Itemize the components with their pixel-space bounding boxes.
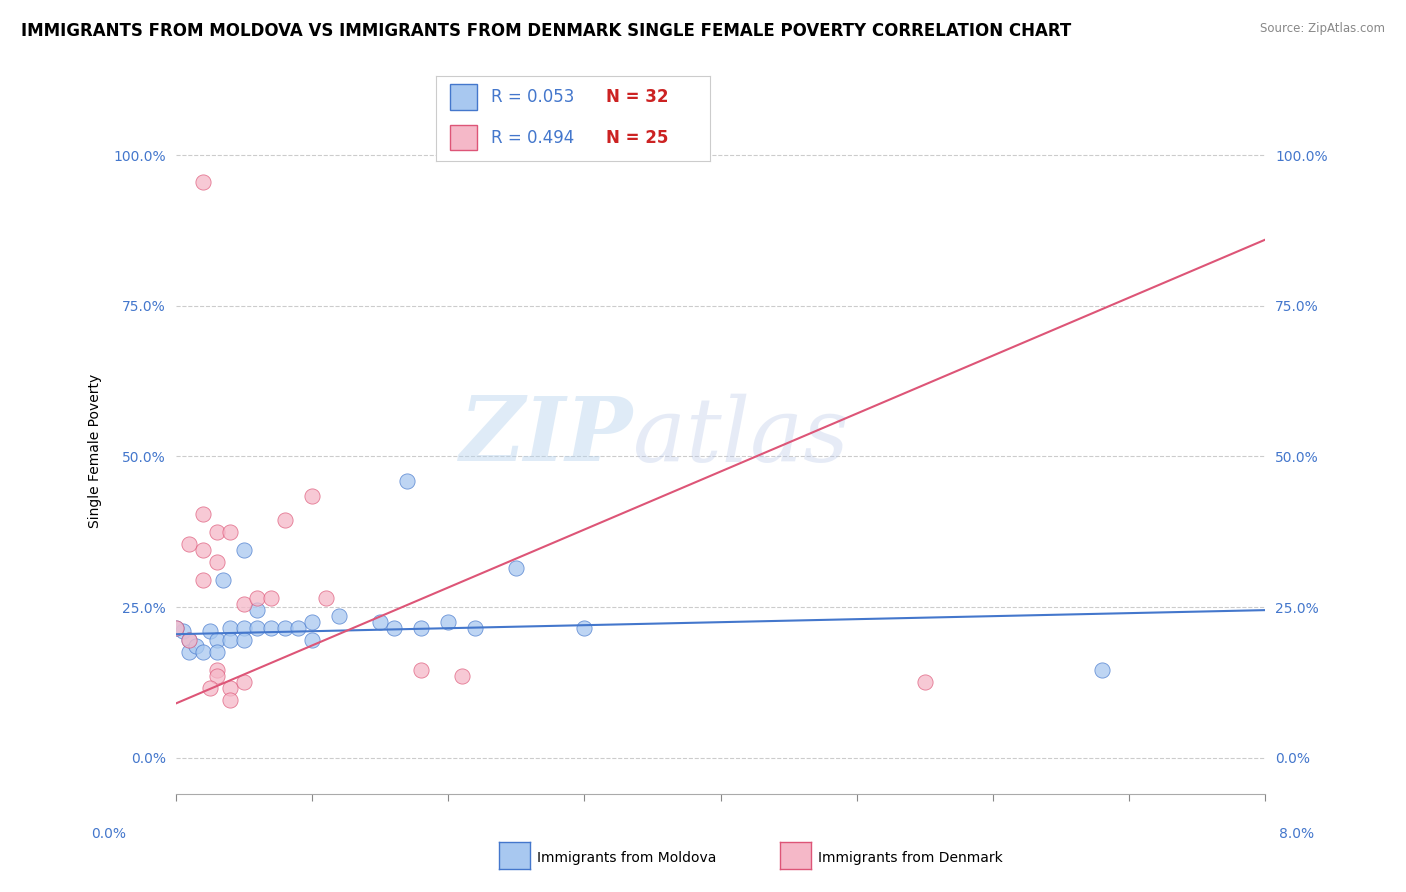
Point	[232, 675, 254, 690]
Point	[409, 664, 432, 678]
Text: R = 0.494: R = 0.494	[491, 128, 574, 146]
Text: atlas: atlas	[633, 393, 849, 480]
Point	[232, 633, 254, 648]
Point	[191, 573, 214, 587]
Point	[328, 609, 350, 624]
Point	[186, 640, 208, 654]
Point	[205, 555, 228, 569]
Point	[246, 603, 269, 617]
Point	[315, 591, 337, 605]
Point	[212, 573, 235, 587]
FancyBboxPatch shape	[450, 85, 477, 110]
Point	[219, 681, 242, 696]
Text: Immigrants from Moldova: Immigrants from Moldova	[537, 851, 717, 865]
Point	[179, 645, 201, 659]
Point	[464, 621, 486, 635]
Point	[205, 664, 228, 678]
Point	[179, 633, 201, 648]
Text: Immigrants from Denmark: Immigrants from Denmark	[818, 851, 1002, 865]
Point	[205, 524, 228, 539]
Point	[179, 633, 201, 648]
Point	[191, 507, 214, 521]
Y-axis label: Single Female Poverty: Single Female Poverty	[89, 374, 103, 527]
Point	[232, 542, 254, 557]
Point	[301, 633, 323, 648]
Point	[409, 621, 432, 635]
Text: ZIP: ZIP	[460, 393, 633, 480]
Point	[232, 621, 254, 635]
Point	[574, 621, 596, 635]
Point	[437, 615, 460, 630]
Point	[914, 675, 936, 690]
Point	[260, 621, 283, 635]
Text: 8.0%: 8.0%	[1279, 827, 1315, 841]
Point	[219, 524, 242, 539]
Text: Source: ZipAtlas.com: Source: ZipAtlas.com	[1260, 22, 1385, 36]
Text: R = 0.053: R = 0.053	[491, 88, 574, 106]
Point	[1091, 664, 1114, 678]
Point	[301, 615, 323, 630]
Text: N = 25: N = 25	[606, 128, 668, 146]
Point	[260, 591, 283, 605]
Point	[219, 633, 242, 648]
Point	[232, 597, 254, 611]
Point	[165, 621, 187, 635]
Point	[191, 645, 214, 659]
Point	[165, 621, 187, 635]
Point	[205, 633, 228, 648]
Point	[505, 561, 527, 575]
Point	[274, 621, 297, 635]
Point	[287, 621, 309, 635]
Point	[246, 621, 269, 635]
Point	[301, 489, 323, 503]
Point	[191, 542, 214, 557]
Point	[450, 669, 472, 683]
Point	[368, 615, 391, 630]
Point	[205, 669, 228, 683]
FancyBboxPatch shape	[450, 125, 477, 151]
Text: N = 32: N = 32	[606, 88, 668, 106]
Point	[382, 621, 405, 635]
Point	[198, 624, 221, 639]
Point	[219, 621, 242, 635]
Point	[191, 175, 214, 189]
Text: 0.0%: 0.0%	[91, 827, 127, 841]
Point	[219, 693, 242, 707]
Text: IMMIGRANTS FROM MOLDOVA VS IMMIGRANTS FROM DENMARK SINGLE FEMALE POVERTY CORRELA: IMMIGRANTS FROM MOLDOVA VS IMMIGRANTS FR…	[21, 22, 1071, 40]
Point	[172, 624, 194, 639]
Point	[205, 645, 228, 659]
Point	[179, 537, 201, 551]
Point	[396, 474, 419, 488]
Point	[198, 681, 221, 696]
Point	[274, 513, 297, 527]
Point	[246, 591, 269, 605]
